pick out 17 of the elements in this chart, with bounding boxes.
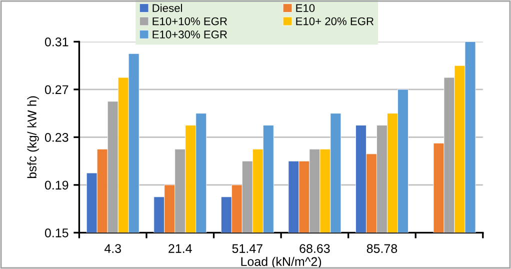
legend-label: E10+10% EGR <box>152 17 227 26</box>
y-tick-label: 0.27 <box>44 85 68 94</box>
x-tick-label: 68.63 <box>300 244 330 253</box>
y-tick-label: 0.19 <box>44 180 68 190</box>
y-axis-title: bsfc (kg/ kW h) <box>27 96 39 178</box>
legend-label: Diesel <box>152 4 182 12</box>
x-tick-label: 21.4 <box>168 244 192 253</box>
y-tick-label: 0.23 <box>44 132 68 142</box>
legend-label: E10+ 20% EGR <box>296 17 374 26</box>
y-tick-label: 0.31 <box>44 37 68 46</box>
x-tick-label: 51.47 <box>232 244 262 253</box>
y-tick-label: 0.15 <box>44 228 68 238</box>
x-axis-title: Load (kN/m^2) <box>241 256 322 268</box>
x-tick-label: 85.78 <box>366 244 398 253</box>
legend-label: E10 <box>296 4 315 12</box>
legend-label: E10+30% EGR <box>152 30 227 38</box>
x-tick-label: 4.3 <box>104 244 121 253</box>
